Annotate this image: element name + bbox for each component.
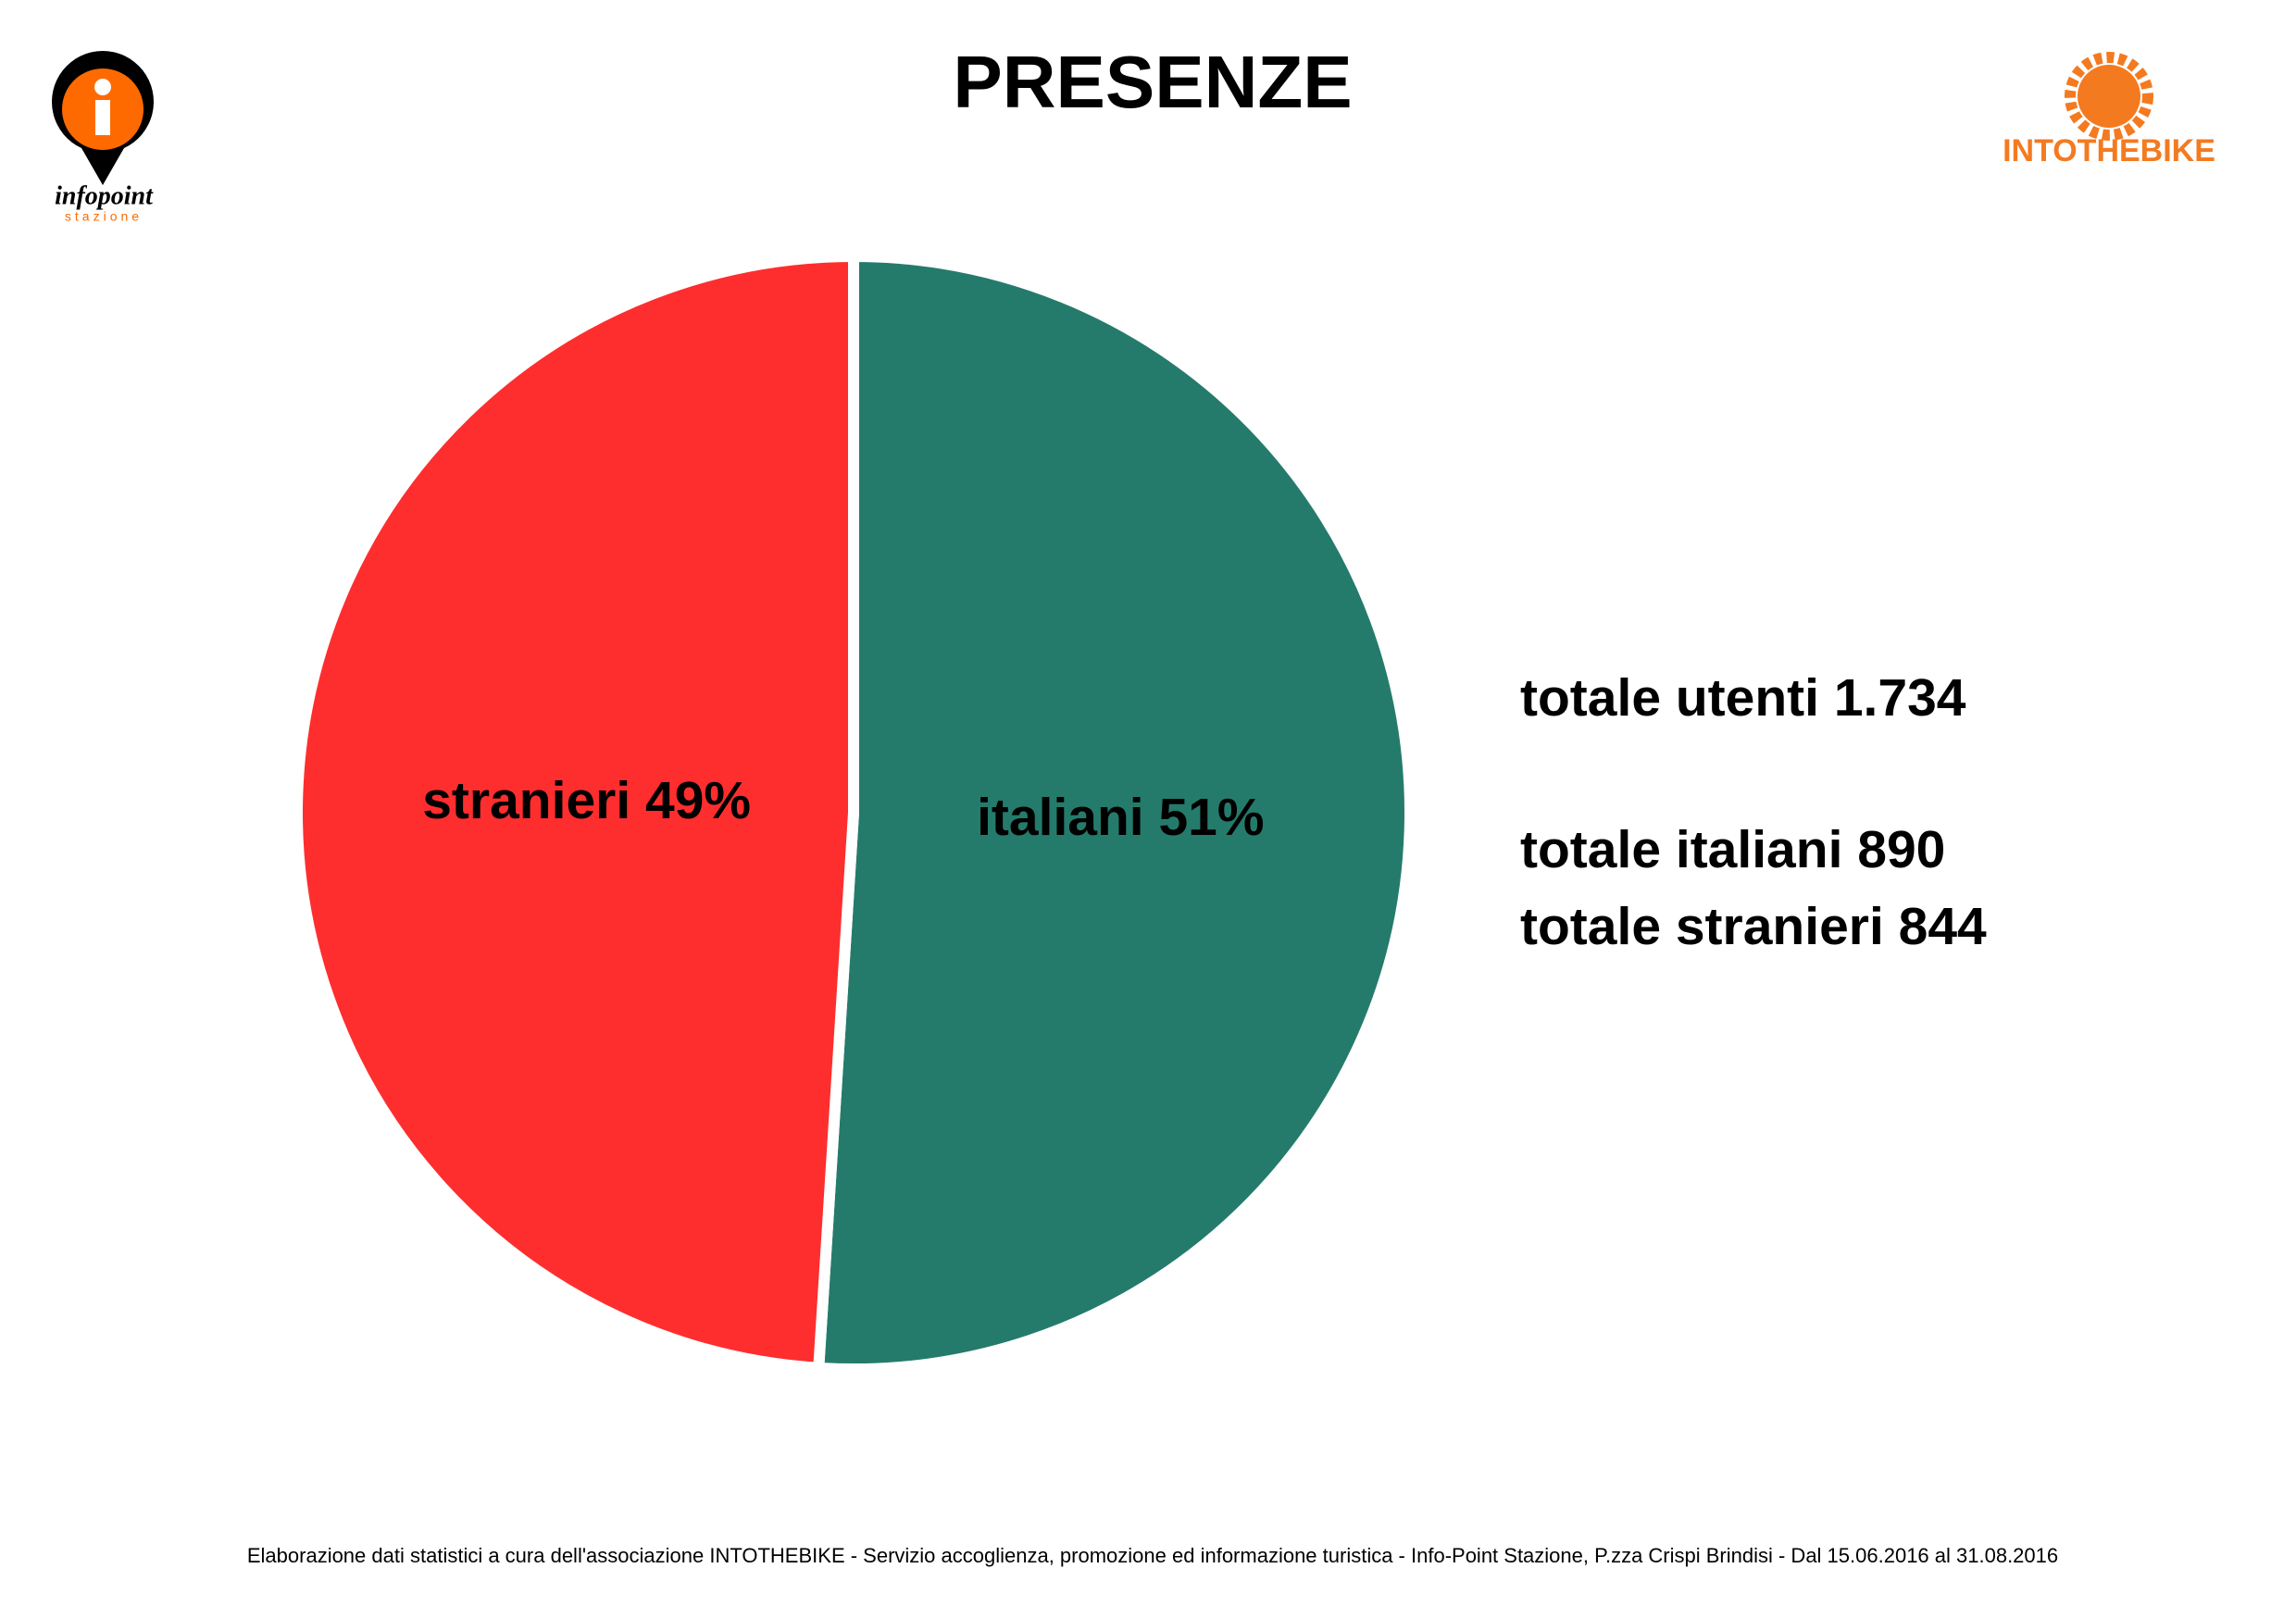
footer: Elaborazione dati statistici a cura dell… [247, 1544, 2058, 1567]
logo-gear-fill [2078, 65, 2140, 128]
pie-slice [292, 250, 859, 1375]
logo-i-dot [94, 79, 111, 95]
intothebike-logo: INTOTHEBIKE [2003, 52, 2215, 168]
slice-label: italiani 51% [977, 788, 1264, 847]
pie-slice [812, 250, 1416, 1375]
logo-gear [2065, 52, 2153, 141]
annotation: totale italiani 890 [1520, 820, 1945, 879]
slice-label: stranieri 49% [422, 771, 751, 830]
annotation: totale stranieri 844 [1520, 897, 1987, 956]
annotation: totale utenti 1.734 [1520, 668, 1966, 728]
logo-text: INTOTHEBIKE [2003, 133, 2215, 168]
logo-subtext: stazione [65, 209, 143, 224]
annotations: totale utenti 1.734 totale italiani 890 to… [1520, 668, 1987, 956]
chart-title: PRESENZE [953, 41, 1352, 123]
logo-i [95, 100, 110, 135]
infopoint-logo: infopoint stazione [52, 51, 154, 224]
logo-text: infopoint [55, 181, 154, 210]
pie: italiani 51% stranieri 49% [292, 250, 1416, 1375]
